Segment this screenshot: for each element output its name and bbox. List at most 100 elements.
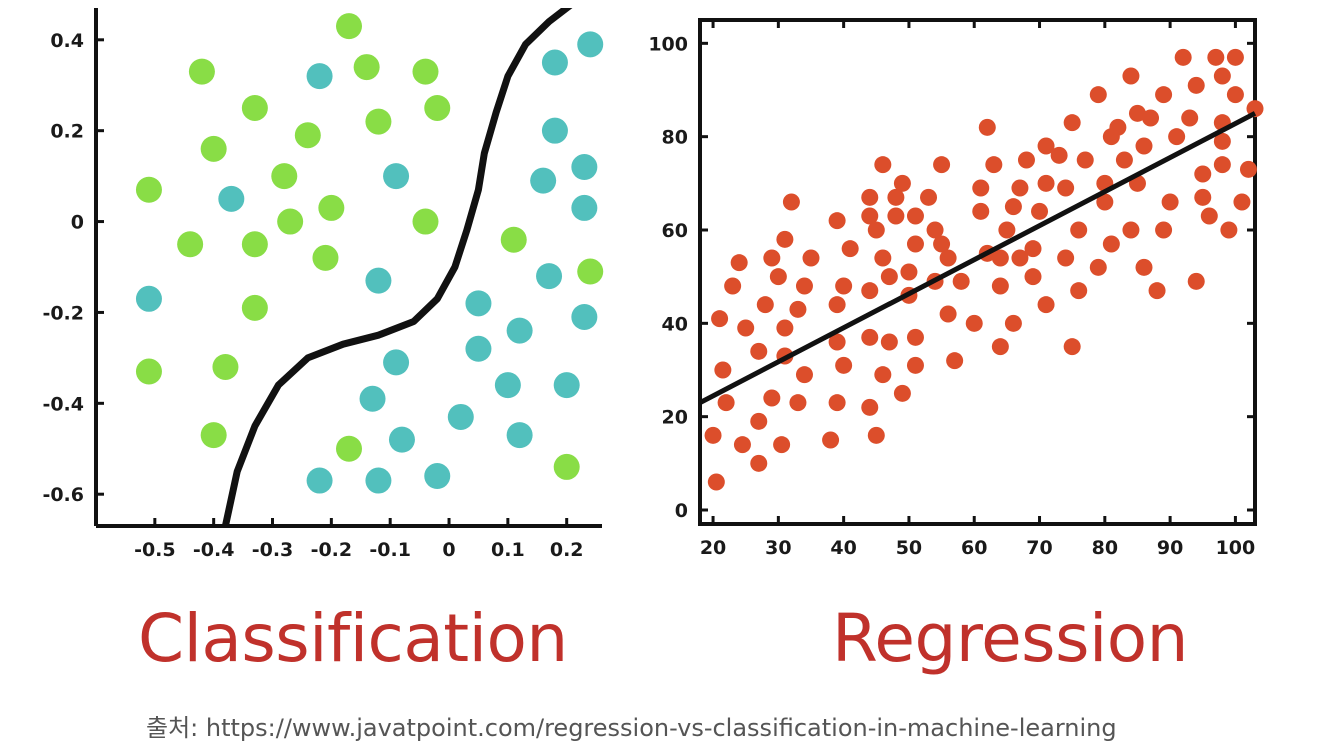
data-point bbox=[750, 342, 768, 360]
classification-chart: 0.4 0.2 0 -0.2 -0.4 -0.6 -0.5 -0.4 -0.3 -0.2 -0.1 0… bbox=[42, 8, 604, 561]
decision-boundary-curve bbox=[221, 8, 573, 526]
x-tick-label: 0.2 bbox=[550, 539, 584, 561]
data-point bbox=[1128, 104, 1146, 122]
data-point bbox=[1102, 235, 1120, 253]
data-point bbox=[1037, 137, 1055, 155]
x-tick-label: 20 bbox=[700, 537, 726, 559]
data-point bbox=[1226, 48, 1244, 66]
data-point bbox=[906, 207, 924, 225]
data-point bbox=[1037, 174, 1055, 192]
y-tick-label: 100 bbox=[648, 33, 688, 55]
data-point bbox=[135, 358, 162, 385]
data-point bbox=[541, 117, 568, 144]
data-point bbox=[939, 305, 957, 323]
data-point bbox=[763, 389, 781, 407]
data-point bbox=[952, 272, 970, 290]
data-point bbox=[1057, 179, 1075, 197]
data-point bbox=[1233, 193, 1251, 211]
x-tick-label: 40 bbox=[830, 537, 856, 559]
data-point bbox=[1213, 67, 1231, 85]
data-point bbox=[828, 394, 846, 412]
data-point bbox=[972, 202, 990, 220]
data-point bbox=[835, 277, 853, 295]
data-point bbox=[465, 290, 492, 317]
data-point bbox=[1161, 193, 1179, 211]
data-point bbox=[724, 277, 742, 295]
data-point bbox=[750, 454, 768, 472]
data-point bbox=[861, 207, 879, 225]
data-point bbox=[388, 426, 415, 453]
data-point bbox=[200, 422, 227, 449]
y-tick-label: 60 bbox=[662, 220, 688, 242]
data-point bbox=[1004, 198, 1022, 216]
data-point bbox=[241, 231, 268, 258]
data-point bbox=[861, 398, 879, 416]
data-point bbox=[506, 422, 533, 449]
data-point bbox=[553, 372, 580, 399]
x-tick-label: 100 bbox=[1216, 537, 1256, 559]
data-point bbox=[383, 163, 410, 190]
data-point bbox=[336, 13, 362, 40]
data-point bbox=[1135, 258, 1153, 276]
data-point bbox=[906, 235, 924, 253]
data-point bbox=[188, 58, 215, 85]
y-tick-label: 0.2 bbox=[50, 121, 84, 143]
data-point bbox=[802, 249, 820, 267]
regression-line bbox=[698, 111, 1257, 405]
y-tick-label: 0 bbox=[71, 212, 84, 234]
y-tick-label: 20 bbox=[662, 407, 688, 429]
data-point bbox=[906, 328, 924, 346]
data-point bbox=[926, 221, 944, 239]
data-point bbox=[776, 230, 794, 248]
data-point bbox=[500, 226, 527, 253]
data-point bbox=[241, 94, 268, 121]
data-point bbox=[571, 154, 598, 181]
y-tick-label: 40 bbox=[662, 313, 688, 335]
data-point bbox=[424, 94, 451, 121]
data-point bbox=[1063, 114, 1081, 132]
data-point bbox=[714, 361, 732, 379]
x-tick-label: 50 bbox=[896, 537, 922, 559]
data-point bbox=[1200, 207, 1218, 225]
data-point bbox=[359, 385, 386, 412]
x-tick-label: -0.4 bbox=[193, 539, 235, 561]
data-point bbox=[465, 335, 492, 362]
data-point bbox=[365, 467, 392, 494]
x-tick-label: -0.5 bbox=[134, 539, 176, 561]
data-point bbox=[991, 249, 1009, 267]
data-point bbox=[1089, 258, 1107, 276]
data-point bbox=[737, 319, 755, 337]
y-tick-label: -0.4 bbox=[42, 393, 84, 415]
y-tick-label: -0.2 bbox=[42, 302, 84, 324]
data-point bbox=[1187, 76, 1205, 94]
data-point bbox=[494, 372, 521, 399]
y-tick-label: 80 bbox=[662, 127, 688, 149]
data-point bbox=[991, 277, 1009, 295]
data-point bbox=[383, 349, 410, 376]
data-point bbox=[795, 277, 813, 295]
data-point bbox=[893, 174, 911, 192]
data-point bbox=[530, 167, 557, 194]
data-point bbox=[424, 463, 451, 490]
data-point bbox=[1187, 272, 1205, 290]
regression-chart: 0 20 40 60 80 100 20 30 40 50 60 70 80 90 100 bbox=[648, 18, 1264, 559]
data-point bbox=[789, 394, 807, 412]
data-point bbox=[861, 282, 879, 300]
data-point bbox=[763, 249, 781, 267]
data-point bbox=[835, 356, 853, 374]
data-point bbox=[353, 54, 380, 81]
data-point bbox=[789, 300, 807, 318]
data-point bbox=[577, 258, 604, 285]
x-tick-label: 0 bbox=[442, 539, 455, 561]
data-point bbox=[730, 254, 748, 272]
data-point bbox=[577, 31, 604, 58]
data-point bbox=[1070, 282, 1088, 300]
data-point bbox=[1148, 282, 1166, 300]
data-point bbox=[571, 194, 598, 221]
data-point bbox=[773, 436, 791, 454]
data-point bbox=[1155, 221, 1173, 239]
data-point bbox=[707, 473, 725, 491]
data-point bbox=[985, 156, 1003, 174]
data-point bbox=[294, 122, 321, 149]
